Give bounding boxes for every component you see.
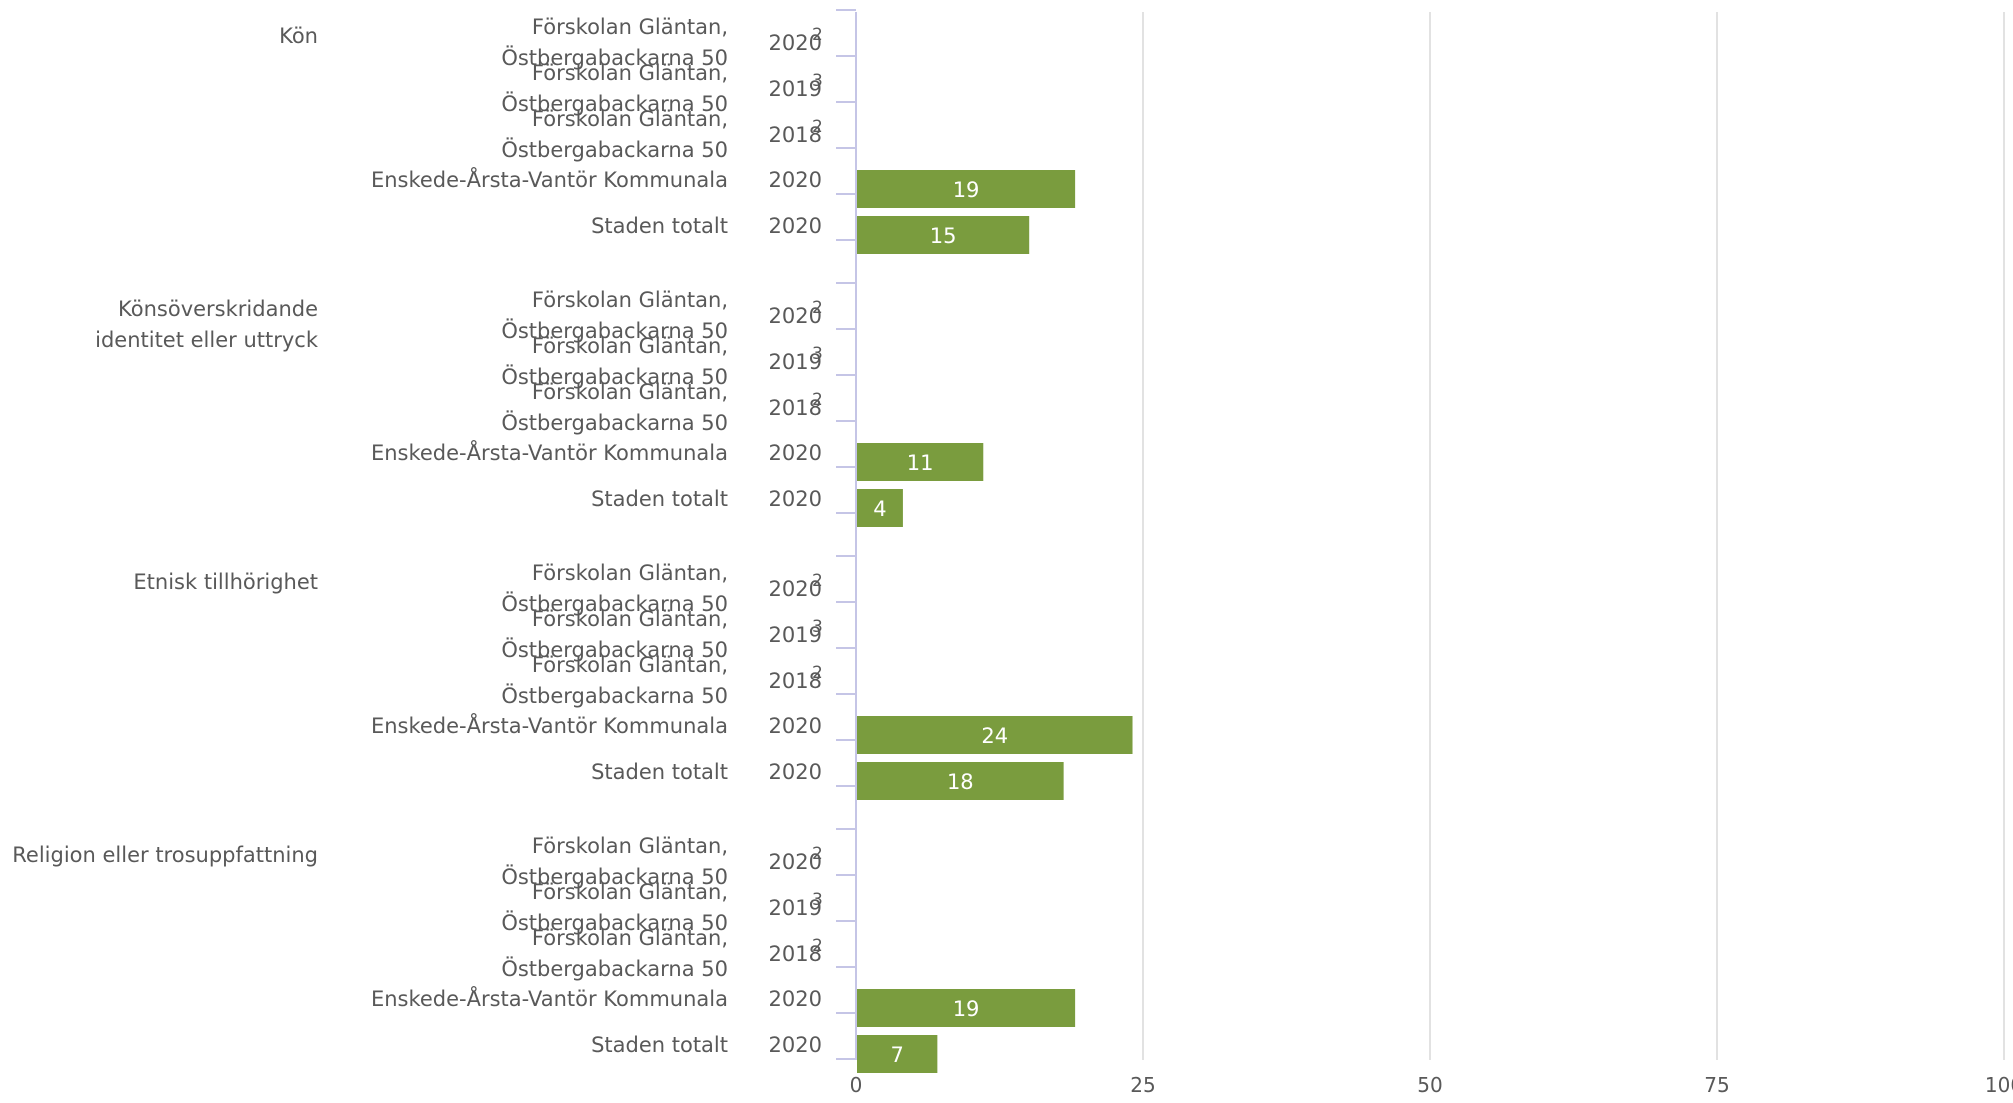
row-label: Östbergabackarna 50 bbox=[501, 364, 728, 389]
row-label: Staden totalt bbox=[591, 214, 728, 238]
note-superscript: 3 bbox=[812, 71, 823, 91]
x-tick-label: 50 bbox=[1417, 1073, 1442, 1097]
row-label: Staden totalt bbox=[591, 487, 728, 511]
row-label: Förskolan Gläntan, bbox=[532, 380, 728, 404]
row-label: Staden totalt bbox=[591, 760, 728, 784]
bar bbox=[857, 716, 1133, 754]
row-label: Östbergabackarna 50 bbox=[501, 91, 728, 116]
bar-value-label: 4 bbox=[873, 497, 886, 521]
year-label: 2020 bbox=[769, 714, 822, 738]
row-label: Enskede-Årsta-Vantör Kommunala bbox=[371, 439, 728, 465]
note-superscript: 2 bbox=[812, 298, 823, 318]
bar bbox=[857, 762, 1064, 800]
year-label: 2020 bbox=[769, 1033, 822, 1057]
category-label: Religion eller trosuppfattning bbox=[12, 843, 318, 867]
year-label: 2019 bbox=[769, 896, 822, 920]
category-label: identitet eller uttryck bbox=[95, 328, 319, 352]
row-label: Förskolan Gläntan, bbox=[532, 926, 728, 950]
row-label: Förskolan Gläntan, bbox=[532, 288, 728, 312]
note-superscript: 2 bbox=[812, 390, 823, 410]
category-label: Etnisk tillhörighet bbox=[133, 570, 318, 594]
year-label: 2020 bbox=[769, 304, 822, 328]
bar-value-label: 24 bbox=[981, 724, 1008, 748]
row-label: Östbergabackarna 50 bbox=[501, 137, 728, 162]
year-label: 2019 bbox=[769, 77, 822, 101]
x-tick-label: 0 bbox=[850, 1073, 863, 1097]
bar-value-label: 11 bbox=[907, 451, 934, 475]
row-label: Enskede-Årsta-Vantör Kommunala bbox=[371, 985, 728, 1011]
row-label: Östbergabackarna 50 bbox=[501, 910, 728, 935]
bar-value-label: 15 bbox=[930, 224, 957, 248]
year-label: 2020 bbox=[769, 760, 822, 784]
year-label: 2020 bbox=[769, 168, 822, 192]
row-label: Förskolan Gläntan, bbox=[532, 607, 728, 631]
year-label: 2019 bbox=[769, 350, 822, 374]
bar bbox=[857, 443, 984, 481]
note-superscript: 2 bbox=[812, 117, 823, 137]
row-label: Östbergabackarna 50 bbox=[501, 864, 728, 889]
year-label: 2018 bbox=[769, 396, 822, 420]
row-label: Östbergabackarna 50 bbox=[501, 410, 728, 435]
year-label: 2018 bbox=[769, 123, 822, 147]
bar bbox=[857, 489, 903, 527]
year-label: 2020 bbox=[769, 577, 822, 601]
row-label: Förskolan Gläntan, bbox=[532, 61, 728, 85]
note-superscript: 2 bbox=[812, 936, 823, 956]
year-label: 2020 bbox=[769, 987, 822, 1011]
row-label: Förskolan Gläntan, bbox=[532, 653, 728, 677]
bar bbox=[857, 216, 1030, 254]
year-label: 2020 bbox=[769, 487, 822, 511]
row-label: Östbergabackarna 50 bbox=[501, 956, 728, 981]
year-label: 2020 bbox=[769, 31, 822, 55]
row-label: Förskolan Gläntan, bbox=[532, 880, 728, 904]
year-label: 2018 bbox=[769, 669, 822, 693]
row-label: Förskolan Gläntan, bbox=[532, 834, 728, 858]
year-label: 2020 bbox=[769, 214, 822, 238]
row-label: Förskolan Gläntan, bbox=[532, 107, 728, 131]
row-label: Enskede-Årsta-Vantör Kommunala bbox=[371, 712, 728, 738]
bar-value-label: 19 bbox=[953, 997, 980, 1021]
row-label: Östbergabackarna 50 bbox=[501, 318, 728, 343]
x-tick-label: 75 bbox=[1704, 1073, 1729, 1097]
bar-value-label: 7 bbox=[890, 1043, 903, 1067]
row-label: Enskede-Årsta-Vantör Kommunala bbox=[371, 166, 728, 192]
bar-value-label: 18 bbox=[947, 770, 974, 794]
row-label: Östbergabackarna 50 bbox=[501, 45, 728, 70]
note-superscript: 3 bbox=[812, 617, 823, 637]
note-superscript: 2 bbox=[812, 25, 823, 45]
x-tick-label: 25 bbox=[1130, 1073, 1155, 1097]
year-label: 2020 bbox=[769, 441, 822, 465]
category-label: Kön bbox=[279, 24, 318, 48]
category-label: Könsöverskridande bbox=[118, 297, 318, 321]
row-label: Förskolan Gläntan, bbox=[532, 15, 728, 39]
year-label: 2020 bbox=[769, 850, 822, 874]
bar bbox=[857, 170, 1076, 208]
row-label: Förskolan Gläntan, bbox=[532, 561, 728, 585]
note-superscript: 3 bbox=[812, 344, 823, 364]
row-label: Staden totalt bbox=[591, 1033, 728, 1057]
note-superscript: 2 bbox=[812, 571, 823, 591]
year-label: 2019 bbox=[769, 623, 822, 647]
note-superscript: 2 bbox=[812, 663, 823, 683]
bar bbox=[857, 989, 1076, 1027]
row-label: Östbergabackarna 50 bbox=[501, 637, 728, 662]
bar bbox=[857, 1035, 938, 1073]
row-label: Östbergabackarna 50 bbox=[501, 683, 728, 708]
bar-value-label: 19 bbox=[953, 178, 980, 202]
x-tick-label: 100 bbox=[1985, 1073, 2013, 1097]
note-superscript: 3 bbox=[812, 890, 823, 910]
row-label: Östbergabackarna 50 bbox=[501, 591, 728, 616]
row-label: Förskolan Gläntan, bbox=[532, 334, 728, 358]
year-label: 2018 bbox=[769, 942, 822, 966]
note-superscript: 2 bbox=[812, 844, 823, 864]
